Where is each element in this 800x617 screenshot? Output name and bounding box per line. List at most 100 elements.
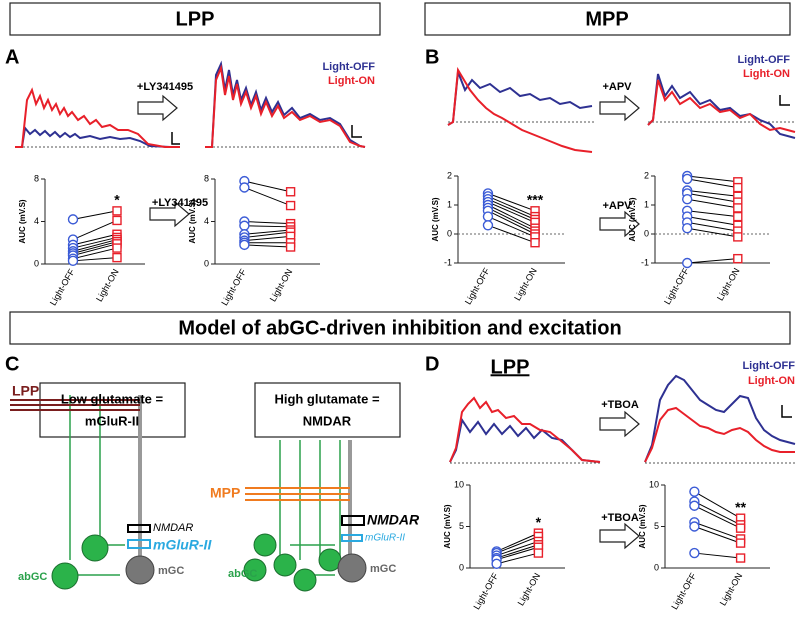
x-tick-label: Light-ON: [512, 266, 539, 302]
pair-line: [496, 540, 539, 557]
point: [530, 237, 540, 248]
panel-letter: A: [5, 46, 19, 68]
y-tick-label: 10: [454, 479, 464, 489]
pair-line: [487, 201, 536, 223]
pair-line: [72, 236, 118, 249]
treatment-arrows: [137, 94, 640, 550]
point: [733, 203, 743, 213]
header-box: [424, 2, 791, 36]
pair-line: [244, 235, 291, 242]
pair-line: [687, 216, 738, 226]
pair-line: [487, 192, 536, 212]
y-axis-label: AUC (mV.S): [628, 197, 637, 241]
y-tick-label: 1: [447, 199, 452, 209]
x-tick-label: Light-OFF: [219, 267, 248, 308]
point: [67, 214, 79, 225]
pair-line: [496, 532, 539, 552]
pair-line: [694, 526, 741, 544]
diagram-box-title: High glutamate =: [274, 391, 380, 406]
pair-line: [72, 219, 118, 241]
point: [239, 182, 250, 193]
y-tick-label: 10: [649, 479, 659, 489]
legend-off: Light-OFF: [742, 360, 795, 372]
panel-letter: C: [5, 353, 19, 375]
pair-line: [694, 501, 741, 526]
pair-line: [687, 221, 738, 232]
pair-line: [496, 535, 539, 554]
x-tick-label: Light-ON: [718, 571, 745, 607]
significance: ***: [527, 192, 544, 208]
y-tick-label: 0: [204, 258, 209, 268]
point: [733, 253, 743, 264]
y-tick-label: 8: [204, 173, 209, 183]
point: [533, 548, 544, 558]
pair-line: [687, 227, 738, 238]
point: [112, 252, 122, 263]
y-axis-label: AUC (mV.S): [638, 504, 647, 548]
y-tick-label: 2: [447, 170, 452, 180]
y-tick-label: 4: [204, 216, 209, 226]
pair-line: [496, 552, 539, 565]
point: [285, 242, 296, 252]
panel-letter: B: [425, 46, 439, 68]
pair-line: [244, 231, 291, 238]
traces: [15, 60, 796, 464]
panel-letter: D: [425, 353, 439, 375]
cell-label: mGC: [370, 563, 396, 575]
x-tick-label: Light-ON: [94, 267, 121, 303]
x-tick-label: Light-OFF: [669, 571, 698, 612]
pair-line: [72, 247, 118, 260]
point: [735, 523, 746, 533]
pair-line: [694, 491, 741, 519]
pair-line: [687, 198, 738, 209]
pair-line: [487, 204, 536, 229]
pair-line: [687, 258, 738, 264]
y-tick-label: 0: [644, 228, 649, 238]
y-tick-label: -1: [641, 257, 649, 267]
legend-off: Light-OFF: [322, 61, 375, 73]
pair-line: [244, 229, 291, 235]
treatment-label: +TBOA: [601, 399, 639, 411]
point: [735, 538, 746, 548]
point: [689, 547, 700, 559]
point: [682, 193, 693, 205]
pair-line: [496, 546, 539, 561]
x-tick-label: Light-OFF: [463, 266, 492, 307]
point: [733, 182, 743, 193]
point: [733, 211, 743, 222]
point: [112, 215, 122, 226]
pair-line: [687, 210, 738, 218]
pair-line: [72, 239, 118, 252]
pair-line: [244, 187, 291, 207]
legend-on: Light-ON: [748, 375, 795, 387]
pair-line: [487, 216, 536, 238]
x-tick-label: Light-ON: [715, 266, 742, 302]
diagram-box: [254, 382, 401, 438]
y-axis-label: AUC (mV.S): [431, 197, 440, 241]
point: [735, 553, 746, 563]
diagram-box-title: NMDAR: [303, 413, 352, 428]
header-lpp: LPP: [176, 8, 215, 30]
receptor-label: mGluR-II: [365, 533, 405, 544]
significance: *: [536, 514, 542, 530]
y-tick-label: 0: [459, 562, 464, 572]
pair-line: [72, 210, 118, 220]
point: [689, 486, 700, 497]
pair-line: [487, 224, 536, 244]
pair-line: [496, 544, 539, 559]
point: [482, 211, 494, 222]
cell-label: mGC: [158, 565, 184, 577]
treatment-label: +APV: [602, 81, 632, 93]
x-tick-label: Light-ON: [268, 267, 295, 303]
point: [689, 500, 700, 511]
pair-line: [72, 233, 118, 246]
x-tick-label: Light-OFF: [48, 267, 77, 308]
point: [285, 187, 296, 197]
pair-line: [244, 244, 291, 248]
diagram-box-title: Low glutamate =: [61, 391, 164, 406]
header-box: [9, 2, 381, 36]
y-tick-label: -1: [444, 257, 452, 267]
pair-line: [687, 178, 738, 189]
y-tick-label: 8: [34, 173, 39, 183]
